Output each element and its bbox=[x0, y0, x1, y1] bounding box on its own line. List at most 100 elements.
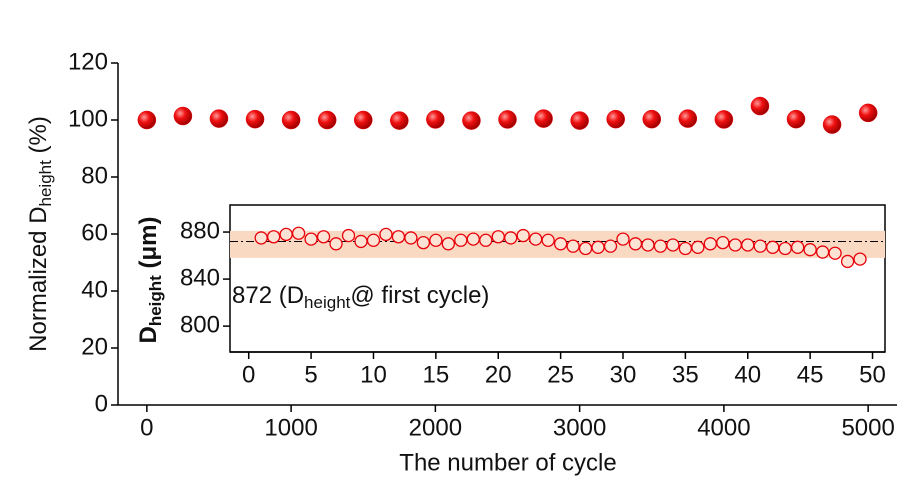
point bbox=[390, 111, 409, 130]
point bbox=[137, 110, 157, 130]
point bbox=[341, 228, 356, 243]
point bbox=[245, 109, 265, 129]
point bbox=[815, 245, 830, 259]
point bbox=[454, 233, 468, 247]
point bbox=[591, 240, 605, 254]
x-tick-label: 0 bbox=[242, 361, 255, 388]
point bbox=[666, 238, 680, 252]
x-axis-title: The number of cycle bbox=[399, 449, 616, 476]
y-tick-label: 20 bbox=[81, 333, 108, 360]
point bbox=[516, 228, 530, 243]
y-axis-title-sub: height bbox=[36, 160, 55, 207]
point bbox=[279, 227, 293, 242]
point bbox=[741, 238, 755, 252]
point bbox=[678, 109, 698, 128]
x-tick-label: 45 bbox=[797, 361, 824, 388]
point bbox=[429, 233, 443, 247]
inset-y-title-sub: height bbox=[146, 275, 165, 326]
x-tick-label: 10 bbox=[360, 361, 387, 388]
point bbox=[803, 243, 817, 257]
y-tick-label: 800 bbox=[180, 311, 220, 338]
point bbox=[570, 111, 589, 130]
x-tick-label: 5000 bbox=[841, 414, 894, 441]
point bbox=[391, 230, 406, 244]
y-tick-label: 80 bbox=[81, 162, 108, 189]
x-tick-label: 1000 bbox=[264, 414, 317, 441]
point bbox=[267, 230, 281, 244]
point bbox=[254, 231, 268, 245]
annotation: 872 (Dheight@ first cycle) bbox=[232, 282, 489, 312]
inset-y-title: Dheight (μm) bbox=[135, 216, 165, 343]
point bbox=[703, 237, 717, 251]
point bbox=[791, 240, 805, 254]
point bbox=[642, 109, 662, 129]
point bbox=[498, 110, 517, 129]
point bbox=[366, 233, 381, 247]
point bbox=[354, 234, 368, 249]
point bbox=[553, 237, 568, 251]
point bbox=[404, 231, 418, 245]
x-tick-label: 25 bbox=[547, 361, 574, 388]
point bbox=[329, 237, 343, 251]
point bbox=[822, 115, 842, 134]
y-axis-title-main: Normalized D bbox=[25, 206, 52, 351]
point bbox=[653, 239, 668, 253]
point bbox=[479, 233, 493, 247]
point bbox=[766, 240, 780, 254]
point bbox=[753, 239, 767, 253]
point bbox=[778, 241, 792, 256]
inset-frame bbox=[229, 204, 886, 353]
point bbox=[616, 232, 630, 246]
x-tick-label: 40 bbox=[734, 361, 761, 388]
x-tick-label: 15 bbox=[423, 361, 450, 388]
point bbox=[317, 110, 337, 130]
point bbox=[441, 237, 455, 251]
y-axis-title-tail: (%) bbox=[25, 116, 52, 160]
point bbox=[491, 230, 505, 244]
point bbox=[353, 110, 373, 130]
point bbox=[426, 110, 445, 129]
y-tick-label: 840 bbox=[180, 264, 220, 291]
x-tick-label: 3000 bbox=[553, 414, 606, 441]
point bbox=[603, 239, 618, 253]
x-tick-label: 30 bbox=[610, 361, 637, 388]
y-tick-label: 0 bbox=[95, 390, 108, 417]
point bbox=[304, 232, 318, 246]
x-tick-label: 5 bbox=[304, 361, 317, 388]
point bbox=[606, 109, 625, 129]
annotation-tail: @ first cycle) bbox=[350, 282, 489, 309]
x-tick-label: 20 bbox=[485, 361, 512, 388]
x-tick-label: 2000 bbox=[409, 414, 462, 441]
point bbox=[504, 231, 518, 245]
point bbox=[628, 237, 643, 251]
point bbox=[578, 241, 593, 256]
point bbox=[416, 235, 431, 250]
point bbox=[173, 106, 193, 126]
point bbox=[641, 238, 655, 252]
x-tick-label: 0 bbox=[140, 414, 153, 441]
annotation-main: 872 (D bbox=[232, 282, 304, 309]
point bbox=[716, 235, 730, 250]
point bbox=[858, 103, 878, 123]
x-tick-label: 4000 bbox=[697, 414, 750, 441]
inset-y-title-main: D bbox=[135, 326, 162, 343]
point bbox=[853, 252, 867, 266]
x-tick-label: 50 bbox=[859, 361, 886, 388]
point bbox=[566, 239, 580, 253]
point bbox=[281, 110, 301, 130]
point bbox=[786, 109, 806, 129]
point bbox=[379, 227, 393, 242]
point bbox=[750, 96, 770, 116]
point bbox=[828, 246, 842, 260]
y-tick-label: 100 bbox=[68, 105, 108, 132]
point bbox=[466, 232, 480, 246]
point bbox=[462, 111, 481, 130]
point bbox=[534, 109, 553, 128]
y-axis-title: Normalized Dheight (%) bbox=[25, 116, 55, 352]
point bbox=[209, 109, 229, 128]
point bbox=[678, 241, 693, 256]
y-tick-label: 40 bbox=[81, 276, 108, 303]
point bbox=[840, 254, 855, 269]
x-tick-label: 35 bbox=[672, 361, 699, 388]
